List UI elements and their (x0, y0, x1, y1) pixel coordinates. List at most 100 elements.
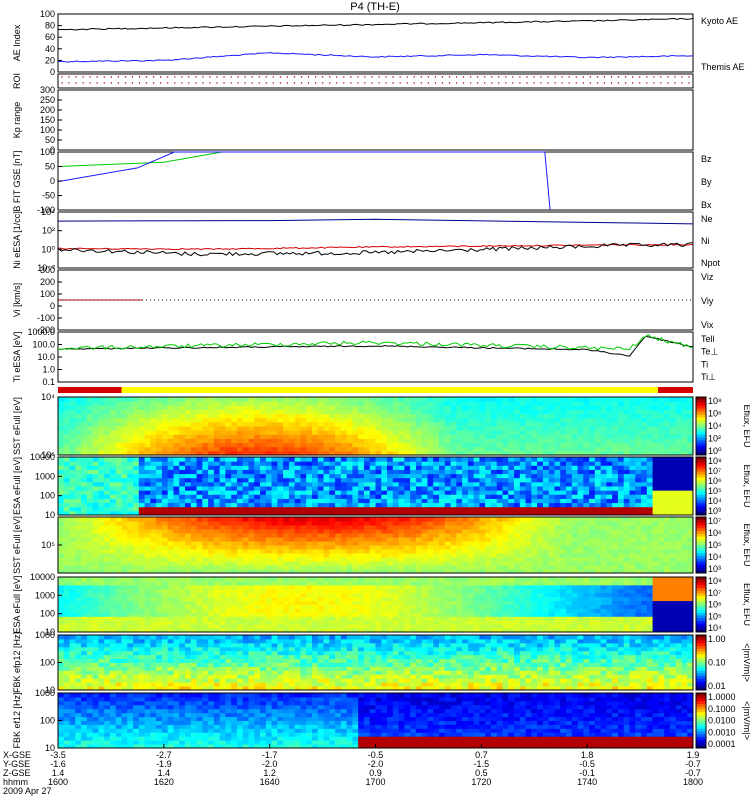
heatmap-cell (265, 450, 273, 456)
heatmap-cell (635, 565, 642, 570)
heatmap-cell (300, 473, 307, 479)
heatmap-cell (144, 461, 151, 466)
heatmap-cell (138, 450, 146, 456)
heatmap-cell (133, 457, 140, 462)
heatmap-cell (617, 465, 625, 470)
heatmap-cell (681, 481, 688, 487)
heatmap-cell (231, 465, 238, 470)
heatmap-cell (352, 498, 359, 504)
heatmap-cell (236, 502, 244, 508)
heatmap-cell (179, 477, 186, 483)
heatmap-cell (375, 434, 382, 439)
heatmap-cell (387, 401, 394, 406)
heatmap-cell (161, 510, 169, 516)
heatmap-cell (161, 409, 169, 415)
heatmap-cell (635, 549, 642, 554)
heatmap-cell (271, 473, 278, 479)
heatmap-cell (612, 533, 619, 538)
heatmap-cell (260, 545, 267, 550)
heatmap-cell (219, 426, 226, 431)
heatmap-cell (439, 502, 446, 508)
heatmap-cell (537, 502, 544, 508)
heatmap-cell (312, 569, 319, 574)
heatmap-cell (664, 498, 671, 504)
heatmap-cell (490, 529, 498, 534)
heatmap-cell (502, 417, 509, 423)
colorbar-tick-label: 10³ (708, 506, 721, 516)
heatmap-cell (589, 529, 596, 534)
heatmap-cell (144, 426, 151, 431)
heatmap-cell (231, 438, 238, 444)
heatmap-cell (260, 438, 267, 444)
heatmap-cell (646, 525, 654, 530)
heatmap-cell (254, 533, 261, 538)
heatmap-cell (629, 486, 636, 491)
heatmap-cell (202, 529, 209, 534)
series-line (57, 335, 694, 357)
heatmap-cell (340, 565, 348, 570)
heatmap-cell (346, 498, 353, 504)
heatmap-cell (340, 430, 348, 435)
heatmap-cell (69, 529, 76, 534)
heatmap-cell (623, 413, 630, 419)
heatmap-cell (669, 502, 677, 508)
heatmap-cell (531, 529, 538, 534)
heatmap-cell (358, 498, 365, 504)
heatmap-cell (531, 569, 538, 574)
heatmap-cell (606, 510, 613, 516)
heatmap-cell (537, 569, 544, 574)
heatmap-cell (231, 521, 238, 526)
heatmap-cell (641, 401, 648, 406)
heatmap-cell (594, 457, 602, 462)
heatmap-cell (133, 450, 140, 456)
heatmap-cell (427, 490, 434, 495)
heatmap-cell (479, 450, 486, 456)
heatmap-cell (173, 498, 180, 504)
heatmap-cell (144, 490, 151, 495)
heatmap-cell (98, 541, 105, 546)
heatmap-cell (271, 541, 278, 546)
heatmap-cell (352, 510, 359, 516)
roi-dot (174, 82, 176, 84)
heatmap-cell (514, 529, 521, 534)
heatmap-cell (109, 430, 117, 435)
heatmap-cell (664, 549, 671, 554)
heatmap-cell (566, 477, 573, 483)
heatmap-cell (150, 465, 157, 470)
heatmap-cell (519, 438, 527, 444)
heatmap-cell (179, 490, 186, 495)
heatmap-cell (427, 494, 434, 499)
heatmap-cell (138, 438, 146, 444)
heatmap-cell (508, 561, 515, 566)
heatmap-cell (248, 405, 255, 410)
heatmap-cell (248, 401, 255, 406)
heatmap-cell (109, 569, 117, 574)
heatmap-cell (288, 438, 296, 444)
heatmap-cell (554, 401, 561, 406)
heatmap-cell (294, 473, 301, 479)
heatmap-cell (583, 529, 590, 534)
roi-dot (624, 76, 627, 78)
heatmap-cell (502, 486, 509, 491)
heatmap-cell (69, 521, 76, 526)
heatmap-cell (144, 477, 151, 483)
heatmap-cell (312, 541, 319, 546)
heatmap-cell (121, 457, 128, 462)
heatmap-cell (312, 549, 319, 554)
heatmap-cell (225, 481, 232, 487)
heatmap-cell (502, 517, 509, 522)
heatmap-cell (144, 409, 151, 415)
heatmap-cell (415, 438, 423, 444)
heatmap-cell (392, 549, 400, 554)
heatmap-cell (283, 553, 290, 558)
heatmap-cell (306, 413, 313, 419)
heatmap-cell (69, 490, 76, 495)
heatmap-cell (444, 557, 452, 562)
heatmap-cell (479, 502, 486, 508)
heatmap-cell (560, 421, 567, 427)
heatmap-cell (560, 557, 567, 562)
heatmap-cell (363, 438, 371, 444)
heatmap-cell (583, 473, 590, 479)
heatmap-cell (566, 529, 573, 534)
heatmap-cell (571, 553, 579, 558)
